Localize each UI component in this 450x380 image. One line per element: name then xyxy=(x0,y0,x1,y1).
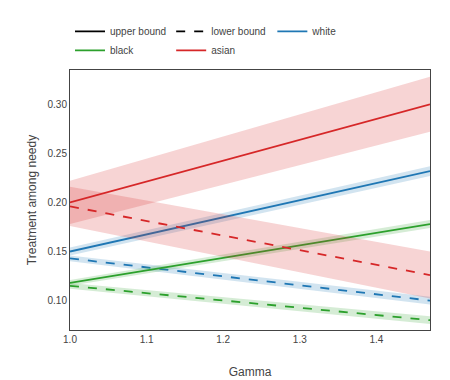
svg-text:1.1: 1.1 xyxy=(140,334,154,345)
svg-text:upper bound: upper bound xyxy=(110,26,166,37)
svg-text:1.0: 1.0 xyxy=(63,334,77,345)
svg-text:0.10: 0.10 xyxy=(48,295,68,306)
svg-text:black: black xyxy=(110,45,134,56)
svg-text:1.2: 1.2 xyxy=(216,334,230,345)
svg-text:lower bound: lower bound xyxy=(211,26,265,37)
svg-text:0.15: 0.15 xyxy=(48,246,68,257)
svg-text:0.20: 0.20 xyxy=(48,197,68,208)
svg-text:0.30: 0.30 xyxy=(48,99,68,110)
svg-text:1.4: 1.4 xyxy=(369,334,383,345)
svg-text:1.3: 1.3 xyxy=(293,334,307,345)
svg-text:Treatment among needy: Treatment among needy xyxy=(25,135,39,265)
svg-text:0.25: 0.25 xyxy=(48,148,68,159)
svg-text:asian: asian xyxy=(211,45,235,56)
svg-text:white: white xyxy=(311,26,336,37)
svg-text:Gamma: Gamma xyxy=(229,365,272,379)
